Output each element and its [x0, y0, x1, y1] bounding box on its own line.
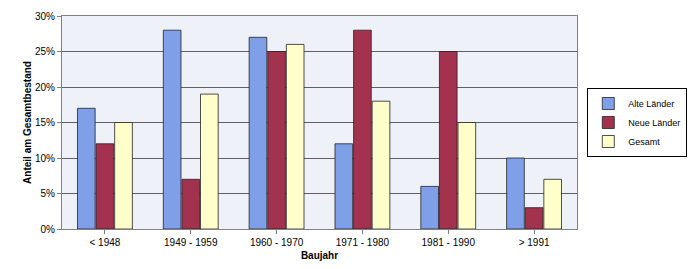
svg-text:< 1948: < 1948	[89, 237, 120, 248]
svg-text:30%: 30%	[35, 11, 55, 22]
svg-text:15%: 15%	[35, 117, 55, 128]
svg-text:10%: 10%	[35, 153, 55, 164]
svg-text:1971 - 1980: 1971 - 1980	[336, 237, 390, 248]
svg-text:1960 - 1970: 1960 - 1970	[250, 237, 304, 248]
svg-text:1949 - 1959: 1949 - 1959	[164, 237, 218, 248]
svg-text:20%: 20%	[35, 82, 55, 93]
svg-text:0%: 0%	[41, 224, 56, 235]
svg-text:Neue Länder: Neue Länder	[628, 118, 680, 128]
svg-text:Baujahr: Baujahr	[301, 250, 338, 261]
svg-text:Alte Länder: Alte Länder	[628, 99, 674, 109]
svg-text:1981 - 1990: 1981 - 1990	[422, 237, 476, 248]
svg-text:Anteil am Gesamtbestand: Anteil am Gesamtbestand	[22, 61, 33, 184]
svg-text:5%: 5%	[41, 188, 56, 199]
svg-text:Gesamt: Gesamt	[628, 137, 660, 147]
svg-text:25%: 25%	[35, 46, 55, 57]
svg-text:> 1991: > 1991	[519, 237, 550, 248]
